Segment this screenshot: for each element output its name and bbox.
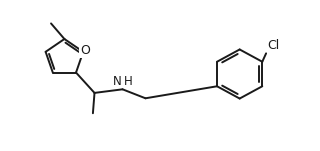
Text: H: H: [124, 74, 132, 88]
Text: N: N: [113, 74, 121, 88]
Text: O: O: [81, 44, 90, 57]
Text: Cl: Cl: [268, 39, 280, 52]
